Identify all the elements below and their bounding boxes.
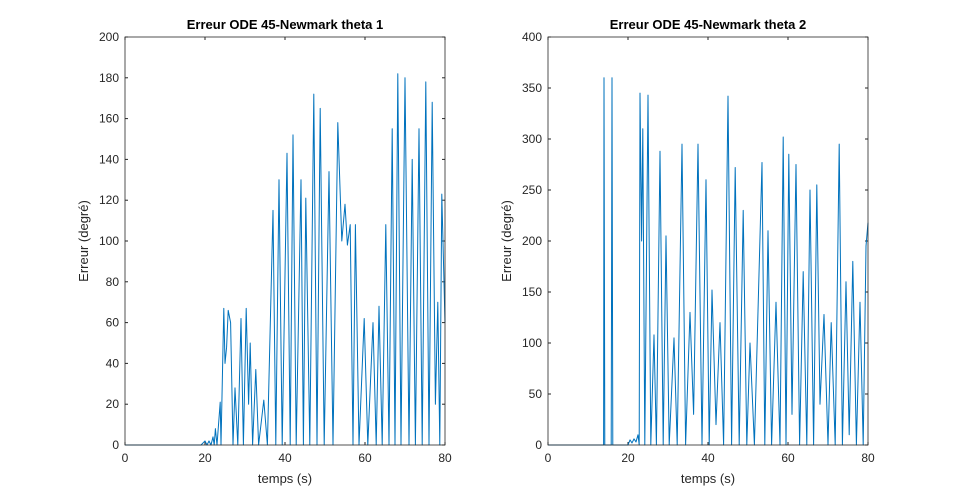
y-tick-label: 300 <box>522 132 542 146</box>
y-tick-label: 180 <box>99 71 119 85</box>
y-tick-label: 150 <box>522 285 542 299</box>
data-line <box>548 77 869 446</box>
x-tick-label: 20 <box>198 451 212 465</box>
y-tick-label: 50 <box>529 387 543 401</box>
x-tick-label: 80 <box>861 451 875 465</box>
axes-box <box>124 36 446 446</box>
y-axis-label: Erreur (degré) <box>499 200 514 282</box>
axes-box <box>547 36 869 446</box>
y-tick-label: 40 <box>106 356 120 370</box>
y-tick-label: 400 <box>522 30 542 44</box>
y-tick-label: 0 <box>112 438 119 452</box>
data-line <box>125 73 446 446</box>
y-axis-label: Erreur (degré) <box>76 200 91 282</box>
chart-title: Erreur ODE 45-Newmark theta 1 <box>187 17 384 32</box>
y-tick-label: 140 <box>99 152 119 166</box>
x-axis-label: temps (s) <box>258 471 312 486</box>
y-tick-label: 60 <box>106 316 120 330</box>
y-tick-label: 80 <box>106 275 120 289</box>
x-tick-label: 0 <box>122 451 129 465</box>
chart-title: Erreur ODE 45-Newmark theta 2 <box>610 17 807 32</box>
y-tick-label: 20 <box>106 397 120 411</box>
y-tick-label: 100 <box>522 336 542 350</box>
x-tick-label: 80 <box>438 451 452 465</box>
y-tick-label: 250 <box>522 183 542 197</box>
x-tick-label: 40 <box>278 451 292 465</box>
x-tick-label: 20 <box>621 451 635 465</box>
x-tick-label: 60 <box>358 451 372 465</box>
x-tick-label: 40 <box>701 451 715 465</box>
y-tick-label: 160 <box>99 112 119 126</box>
y-tick-label: 100 <box>99 234 119 248</box>
x-tick-label: 0 <box>545 451 552 465</box>
y-tick-label: 120 <box>99 193 119 207</box>
plot-area <box>125 37 445 445</box>
y-tick-label: 200 <box>522 234 542 248</box>
x-tick-label: 60 <box>781 451 795 465</box>
y-tick-label: 200 <box>99 30 119 44</box>
y-tick-label: 350 <box>522 81 542 95</box>
y-tick-label: 0 <box>535 438 542 452</box>
x-axis-label: temps (s) <box>681 471 735 486</box>
